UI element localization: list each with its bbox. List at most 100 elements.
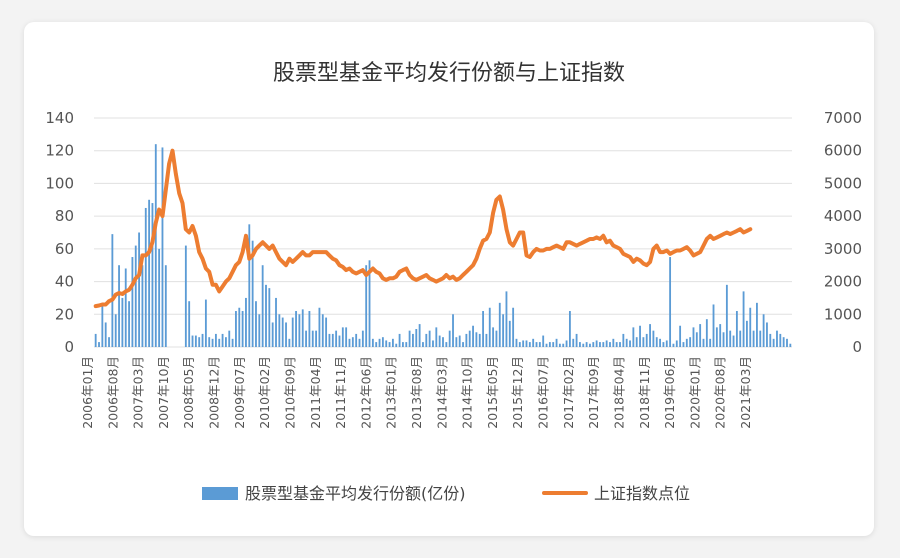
bar [468, 330, 471, 347]
bar [548, 342, 551, 347]
bar [582, 343, 585, 347]
bar [194, 335, 197, 347]
x-tick-label: 2010年02月 [257, 356, 272, 429]
bar [288, 338, 291, 347]
bar [488, 307, 491, 347]
bar [154, 144, 157, 347]
x-tick-label: 2014年10月 [460, 356, 475, 429]
bar [639, 325, 641, 347]
bar [131, 257, 134, 347]
bar [291, 317, 294, 347]
bar [265, 284, 267, 347]
bar [485, 333, 488, 347]
bar [518, 342, 521, 347]
bar [562, 343, 565, 347]
bar [472, 325, 474, 347]
bar [615, 342, 618, 347]
bar [685, 338, 688, 347]
y-right-tick-label: 1000 [824, 305, 862, 323]
bar [351, 337, 354, 347]
bar [321, 314, 324, 347]
bar [729, 330, 732, 347]
bar [632, 327, 635, 347]
bar [599, 342, 601, 347]
bar [448, 330, 451, 347]
x-tick-label: 2020年01月 [687, 356, 702, 429]
x-tick-label: 2013年01月 [384, 356, 399, 429]
bar [425, 333, 428, 347]
bar [328, 333, 331, 347]
bar [645, 333, 648, 347]
bar [188, 301, 191, 347]
bar [104, 322, 107, 347]
x-tick-label: 2007年10月 [156, 356, 171, 429]
x-tick-label: 2006年08月 [105, 356, 120, 429]
bar [198, 337, 201, 347]
bar [398, 333, 401, 347]
bar [134, 245, 137, 347]
bar [391, 338, 394, 347]
bar [114, 314, 117, 347]
bar [355, 333, 358, 347]
y-axis-right-ticks: 0 1000 2000 3000 4000 5000 6000 7000 [824, 109, 862, 356]
bar [462, 342, 464, 347]
bar [268, 288, 271, 347]
bar [695, 332, 698, 347]
bar [702, 338, 705, 347]
bar [348, 338, 351, 347]
bar [225, 337, 227, 347]
x-tick-label: 2008年12月 [207, 356, 222, 429]
bar [732, 335, 735, 347]
bar [568, 311, 571, 347]
bar [692, 327, 695, 347]
bar [482, 311, 484, 347]
bar [609, 342, 611, 347]
bar [395, 343, 398, 347]
y-axis-left-ticks: 0 20 40 60 80 100 120 140 [45, 109, 74, 356]
bar [715, 327, 718, 347]
bar [682, 342, 685, 347]
x-tick-label: 2015年05月 [485, 356, 500, 429]
x-tick-label: 2011年11月 [333, 356, 348, 429]
x-tick-label: 2019年06月 [662, 356, 677, 429]
x-tick-label: 2021年03月 [738, 356, 753, 429]
gridlines [94, 117, 792, 348]
bar [402, 342, 404, 347]
bar [545, 343, 548, 347]
bar [305, 330, 307, 347]
bar [141, 265, 144, 347]
bar [218, 338, 221, 347]
bar [338, 335, 341, 347]
bar [512, 307, 515, 347]
bar [558, 343, 561, 347]
bar [325, 317, 328, 347]
x-tick-label: 2011年04月 [308, 356, 323, 429]
bar [298, 314, 301, 347]
bar [184, 245, 187, 347]
bar [555, 338, 558, 347]
bar [428, 330, 431, 347]
bar [388, 342, 391, 347]
y-left-tick-label: 80 [55, 207, 74, 225]
x-tick-label: 2018年11月 [637, 356, 652, 429]
bar [98, 342, 100, 347]
index-line [93, 148, 753, 309]
bar [275, 297, 277, 347]
bar [622, 333, 625, 347]
bar [385, 340, 388, 347]
bar [361, 330, 364, 347]
bar [358, 338, 361, 347]
bar [138, 232, 141, 347]
y-left-tick-label: 20 [55, 305, 74, 323]
bar [204, 299, 207, 347]
x-axis-ticks: 2006年01月 2006年08月 2007年03月 2007年10月 2008年05月… [80, 356, 753, 429]
bar [445, 342, 448, 347]
bar [722, 332, 725, 347]
bar [725, 284, 728, 347]
bar [742, 291, 745, 347]
bar [415, 329, 418, 347]
bar [201, 333, 204, 347]
bar [652, 330, 655, 347]
y-left-tick-label: 140 [45, 109, 74, 127]
bar [649, 324, 651, 347]
